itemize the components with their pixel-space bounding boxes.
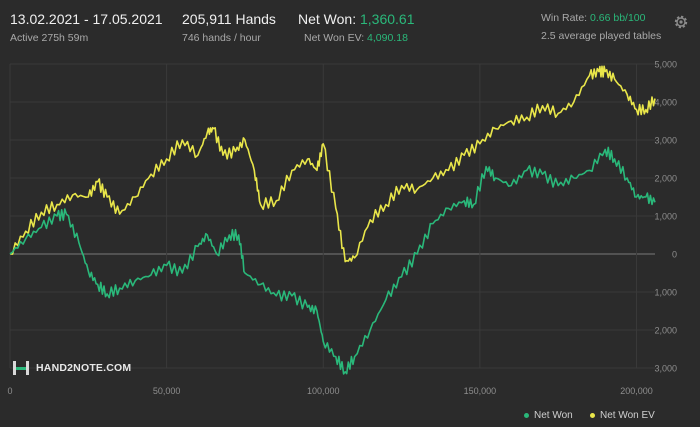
x-tick-label: 100,000 (307, 386, 340, 396)
legend-item-net-won[interactable]: Net Won (524, 410, 573, 421)
win-rate-label: Win Rate: (541, 12, 591, 24)
net-won-ev-summary: Net Won EV: 4,090.18 (304, 32, 408, 44)
logo-text: HAND2NOTE.COM (36, 362, 132, 374)
y-tick-label: 5,000 (654, 60, 677, 70)
y-tick-label: 2,000 (654, 326, 677, 336)
legend-label: Net Won (534, 410, 573, 421)
hands-per-hour: 746 hands / hour (182, 32, 261, 44)
y-tick-label: 1,000 (654, 288, 677, 298)
y-axis-ticks: 5,000 4,000 3,000 2,000 1,000 0 1,000 2,000 3,00… (654, 60, 677, 374)
y-tick-label: 1,000 (654, 212, 677, 222)
gear-icon[interactable] (673, 14, 689, 30)
x-tick-label: 150,000 (464, 386, 497, 396)
net-won-ev-value: 4,090.18 (367, 32, 408, 44)
date-range: 13.02.2021 - 17.05.2021 (10, 11, 163, 27)
net-won-label: Net Won: (298, 11, 360, 27)
net-won-ev-line (9, 65, 656, 263)
y-tick-label: 2,000 (654, 174, 677, 184)
y-tick-label: 3,000 (654, 364, 677, 374)
logo: HAND2NOTE.COM (12, 360, 131, 376)
hand2note-logo-icon (13, 361, 29, 375)
win-rate-summary: Win Rate: 0.66 bb/100 (541, 12, 645, 24)
net-won-ev-label: Net Won EV: (304, 32, 368, 44)
legend-item-net-won-ev[interactable]: Net Won EV (590, 410, 655, 421)
net-won-line (9, 146, 656, 375)
net-won-summary: Net Won: 1,360.61 (298, 11, 415, 27)
x-axis-ticks: 0 50,000 100,000 150,000 200,000 (7, 386, 652, 396)
y-tick-label: 0 (672, 250, 677, 260)
series-lines (9, 65, 656, 375)
hands-count: 205,911 Hands (182, 11, 276, 27)
chart-grid (9, 63, 655, 369)
net-won-dot-icon (524, 413, 529, 418)
active-time: Active 275h 59m (10, 32, 89, 44)
net-won-ev-dot-icon (590, 413, 595, 418)
x-tick-label: 0 (7, 386, 12, 396)
x-tick-label: 200,000 (620, 386, 653, 396)
y-tick-label: 3,000 (654, 136, 677, 146)
avg-tables: 2.5 average played tables (541, 30, 662, 42)
net-won-value: 1,360.61 (360, 11, 415, 27)
y-tick-label: 4,000 (654, 98, 677, 108)
legend-label: Net Won EV (600, 410, 655, 421)
x-tick-label: 50,000 (153, 386, 181, 396)
win-rate-value: 0.66 bb/100 (590, 12, 646, 24)
